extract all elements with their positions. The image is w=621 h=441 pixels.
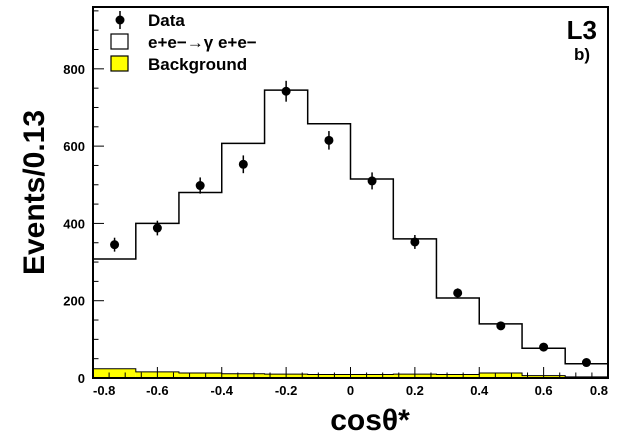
x-tick-label: -0.6 <box>146 383 168 398</box>
data-point <box>496 321 506 331</box>
panel-label: b) <box>574 45 590 64</box>
legend-entry-background: Background <box>110 55 247 74</box>
data-point <box>367 176 377 186</box>
y-tick-label: 200 <box>63 294 85 309</box>
data-point <box>581 358 591 368</box>
legend-data-marker <box>115 15 125 25</box>
y-axis-title: Events/0.13 <box>18 110 51 275</box>
x-tick-label: 0.6 <box>535 383 553 398</box>
y-tick-label: 800 <box>63 62 85 77</box>
legend-label-background: Background <box>148 55 247 74</box>
x-tick-label: 0.2 <box>406 383 424 398</box>
background-bin <box>436 374 480 378</box>
legend-signal-swatch <box>110 33 129 50</box>
legend-label-signal: e+e−→γ e+e− <box>148 33 257 52</box>
y-tick-label: 0 <box>78 371 85 386</box>
background-bin <box>221 373 265 378</box>
data-point <box>152 223 162 233</box>
x-tick-label: 0 <box>347 383 354 398</box>
x-tick-label: -0.8 <box>93 383 115 398</box>
legend-background-swatch <box>110 55 129 72</box>
legend-entry-data: Data <box>115 11 185 30</box>
background-bin <box>479 372 523 378</box>
x-axis-title: cosθ* <box>330 404 410 437</box>
y-tick-label: 400 <box>63 216 85 231</box>
background-bin <box>307 374 351 378</box>
data-point <box>410 237 420 247</box>
y-tick-label: 600 <box>63 139 85 154</box>
data-point <box>110 240 120 250</box>
signal-step-line <box>93 89 608 365</box>
background-bin <box>178 372 222 378</box>
background-bin <box>350 374 394 378</box>
legend: Data e+e−→γ e+e− Background <box>110 11 257 74</box>
legend-entry-signal: e+e−→γ e+e− <box>110 33 257 52</box>
x-tick-label: -0.2 <box>275 383 297 398</box>
signal-histogram <box>93 89 608 365</box>
data-points <box>110 80 591 368</box>
x-tick-label: 0.8 <box>590 383 608 398</box>
data-point <box>324 135 334 145</box>
legend-label-data: Data <box>148 11 185 30</box>
x-tick-label: 0.4 <box>470 383 489 398</box>
data-point <box>281 86 291 96</box>
axis-ticks <box>92 10 609 379</box>
tick-labels: -0.8 -0.6 -0.4 -0.2 0 0.2 0.4 0.6 0.8 0 200 400 600 8… <box>63 62 608 398</box>
x-tick-label: -0.4 <box>211 383 234 398</box>
experiment-label: L3 <box>567 15 597 45</box>
data-point <box>238 159 248 169</box>
data-point <box>453 288 463 298</box>
data-point <box>539 342 549 352</box>
background-bin <box>93 368 136 378</box>
data-point <box>195 181 205 191</box>
